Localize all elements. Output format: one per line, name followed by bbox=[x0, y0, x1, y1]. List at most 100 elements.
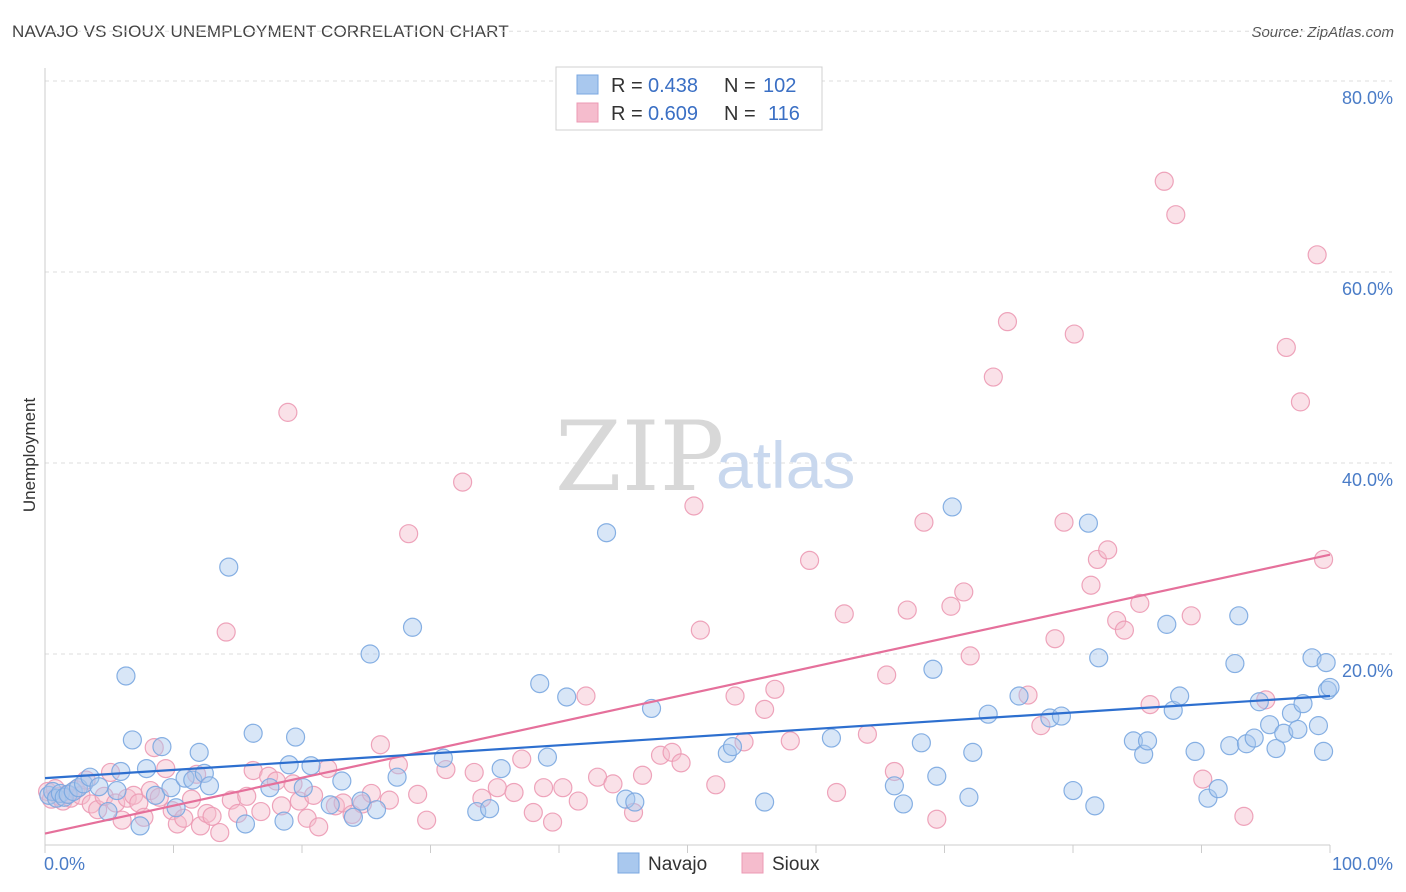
sioux-point bbox=[632, 765, 653, 785]
bottom-legend: Navajo Sioux bbox=[617, 852, 820, 875]
navajo-point bbox=[130, 816, 150, 836]
x-axis-ticks: 0.0% 100.0% bbox=[44, 854, 1393, 874]
navajo-point bbox=[893, 794, 913, 814]
source-credit: Source: ZipAtlas.com bbox=[1251, 24, 1394, 41]
sioux-point bbox=[857, 724, 878, 744]
navajo-point bbox=[145, 785, 166, 805]
navajo-point bbox=[963, 742, 983, 762]
sioux-point bbox=[914, 512, 934, 532]
sioux-point bbox=[954, 582, 974, 602]
sioux-point bbox=[1290, 392, 1311, 412]
sioux-point bbox=[202, 806, 222, 826]
navajo-point bbox=[183, 770, 203, 790]
sioux-point bbox=[884, 761, 904, 782]
navajo-point bbox=[1244, 728, 1264, 748]
navajo-point bbox=[1220, 736, 1240, 756]
sioux-point bbox=[453, 472, 473, 492]
sioux-point bbox=[512, 749, 532, 769]
sioux-point bbox=[278, 402, 298, 422]
sioux-point bbox=[197, 803, 217, 824]
sioux-point bbox=[303, 785, 324, 805]
navajo-point bbox=[1009, 686, 1029, 706]
navajo-point bbox=[293, 778, 313, 798]
navajo-point bbox=[1274, 723, 1294, 743]
sioux-trendline bbox=[44, 553, 1331, 835]
navajo-point bbox=[122, 730, 142, 750]
navajo-point bbox=[1089, 648, 1109, 668]
navajo-point bbox=[320, 795, 340, 815]
navajo-point bbox=[343, 807, 363, 827]
navajo-point bbox=[480, 799, 500, 819]
navajo-point bbox=[243, 723, 263, 743]
navajo-point bbox=[1260, 715, 1280, 735]
sioux-point bbox=[1193, 769, 1213, 789]
navajo-point bbox=[274, 811, 294, 831]
sioux-point bbox=[251, 801, 271, 822]
sioux-point bbox=[897, 600, 917, 620]
gridlines bbox=[44, 30, 1392, 853]
sioux-point bbox=[1098, 540, 1118, 560]
navajo-point bbox=[89, 777, 109, 797]
sioux-point bbox=[1276, 337, 1296, 358]
navajo-point bbox=[199, 776, 220, 796]
navajo-point bbox=[111, 761, 131, 782]
navajo-point bbox=[1316, 652, 1336, 673]
sioux-point bbox=[941, 596, 961, 616]
navajo-point bbox=[1063, 780, 1083, 801]
sioux-point bbox=[553, 778, 573, 798]
navajo-point bbox=[116, 666, 136, 686]
sioux-point bbox=[1081, 575, 1101, 595]
sioux-point bbox=[684, 496, 704, 516]
navajo-point bbox=[1185, 741, 1205, 762]
navajo-point bbox=[285, 727, 306, 747]
sioux-point bbox=[129, 793, 149, 813]
sioux-point bbox=[799, 550, 820, 571]
sioux-point bbox=[1181, 606, 1201, 626]
sioux-point bbox=[1313, 549, 1334, 570]
navajo-point bbox=[63, 781, 83, 802]
navajo-point bbox=[360, 644, 380, 664]
legend-sioux-swatch bbox=[576, 102, 599, 123]
sioux-point bbox=[379, 790, 399, 810]
navajo-point bbox=[1317, 680, 1338, 700]
navajo-point bbox=[959, 787, 979, 807]
y-tick-label: 40.0% bbox=[1342, 470, 1393, 490]
sioux-point bbox=[754, 699, 775, 719]
y-axis-ticks: 20.0% 40.0% 60.0% 80.0% bbox=[1342, 88, 1393, 681]
sioux-point bbox=[1307, 245, 1327, 265]
sioux-point bbox=[877, 665, 897, 685]
navajo-point bbox=[387, 767, 407, 787]
sioux-point bbox=[690, 620, 710, 640]
navajo-point bbox=[1137, 731, 1158, 751]
sioux-point bbox=[1166, 205, 1186, 225]
sioux-point bbox=[1064, 324, 1084, 344]
bottom-legend-navajo-swatch bbox=[617, 852, 640, 874]
trendlines bbox=[44, 553, 1331, 835]
sioux-point bbox=[960, 646, 980, 666]
navajo-point bbox=[1320, 677, 1340, 698]
sioux-point bbox=[370, 735, 390, 755]
x-tick-label: 0.0% bbox=[44, 854, 85, 874]
top-legend: R = 0.438 N = 102 R = 0.609 N = 116 bbox=[555, 66, 823, 131]
sioux-point bbox=[1140, 695, 1160, 715]
navajo-point bbox=[1123, 731, 1143, 751]
navajo-point bbox=[491, 758, 511, 779]
navajo-point bbox=[1293, 694, 1313, 714]
sioux-point bbox=[533, 778, 554, 798]
navajo-point bbox=[625, 792, 645, 812]
legend-sioux-n-label: N = bbox=[724, 103, 756, 125]
sioux-point bbox=[568, 791, 588, 811]
navajo-point bbox=[235, 814, 256, 834]
sioux-point bbox=[834, 604, 854, 624]
sioux-point bbox=[603, 774, 623, 794]
navajo-points bbox=[39, 497, 1340, 836]
legend-sioux-n-value: 116 bbox=[768, 103, 800, 125]
navajo-point bbox=[107, 780, 127, 801]
bottom-legend-sioux-label: Sioux bbox=[772, 854, 820, 875]
navajo-point bbox=[1170, 686, 1190, 706]
x-tick-label: 100.0% bbox=[1332, 854, 1393, 874]
navajo-point bbox=[754, 792, 775, 812]
navajo-point bbox=[1085, 796, 1105, 816]
sioux-point bbox=[765, 679, 785, 699]
